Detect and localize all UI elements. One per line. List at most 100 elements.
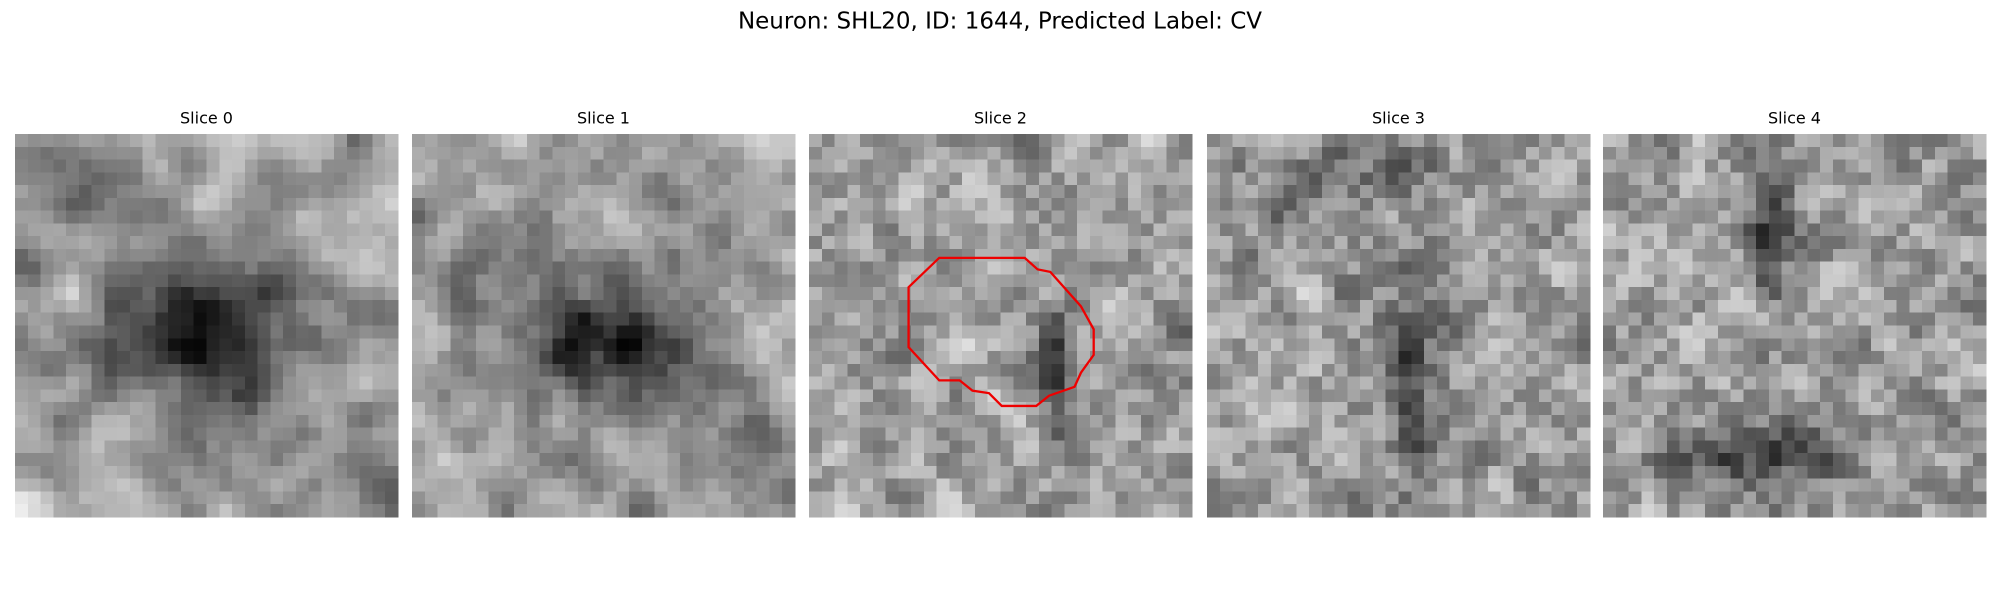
pixel	[1347, 261, 1361, 275]
pixel	[488, 134, 502, 148]
pixel	[206, 363, 220, 377]
pixel	[1475, 210, 1489, 224]
pixel	[1051, 197, 1065, 211]
pixel	[15, 325, 29, 339]
pixel	[1666, 376, 1680, 390]
pixel	[565, 287, 579, 301]
pixel	[40, 236, 54, 250]
pixel	[552, 440, 566, 454]
pixel	[78, 248, 92, 263]
pixel	[40, 440, 54, 454]
pixel	[1679, 389, 1693, 403]
pixel	[1321, 210, 1336, 224]
pixel	[1603, 210, 1617, 224]
pixel	[629, 402, 643, 416]
pixel	[1232, 504, 1246, 518]
pixel	[1858, 453, 1872, 467]
pixel	[769, 312, 783, 326]
pixel	[769, 236, 783, 250]
pixel	[654, 427, 668, 441]
pixel	[1909, 389, 1923, 403]
pixel	[834, 427, 848, 441]
pixel	[603, 261, 617, 275]
pixel	[552, 287, 566, 301]
pixel	[424, 172, 438, 186]
pixel	[974, 440, 989, 454]
pixel	[692, 325, 707, 339]
pixel	[1756, 134, 1770, 148]
pixel	[450, 389, 464, 403]
pixel	[475, 363, 489, 377]
pixel	[641, 185, 655, 199]
pixel	[565, 248, 579, 263]
pixel	[1000, 427, 1014, 441]
pixel	[283, 236, 297, 250]
pixel	[680, 223, 694, 237]
pixel	[1909, 274, 1923, 288]
pixel	[667, 299, 681, 314]
pixel	[91, 287, 105, 301]
pixel	[1615, 261, 1629, 275]
pixel	[437, 197, 451, 211]
pixel	[40, 491, 54, 505]
pixel	[641, 478, 655, 492]
pixel	[346, 146, 361, 160]
pixel	[1845, 210, 1859, 224]
pixel	[193, 465, 207, 480]
pixel	[1564, 312, 1578, 326]
pixel	[834, 248, 848, 263]
pixel	[1743, 504, 1757, 518]
pixel	[1077, 427, 1091, 441]
pixel	[1372, 427, 1387, 441]
pixel	[526, 504, 541, 518]
pixel	[1717, 299, 1732, 314]
pixel	[1038, 236, 1052, 250]
pixel	[923, 185, 938, 199]
pixel	[1654, 389, 1668, 403]
pixel	[1219, 248, 1233, 263]
pixel	[756, 376, 770, 390]
pixel	[117, 287, 131, 301]
pixel	[372, 325, 386, 339]
pixel	[526, 134, 541, 148]
pixel	[731, 402, 745, 416]
pixel	[782, 414, 796, 429]
pixel	[1347, 146, 1361, 160]
pixel	[1064, 210, 1078, 224]
pixel	[142, 159, 156, 173]
pixel	[1807, 402, 1821, 416]
pixel	[1077, 134, 1091, 148]
pixel	[847, 504, 861, 518]
pixel	[308, 159, 322, 173]
pixel	[809, 299, 823, 314]
pixel	[412, 312, 426, 326]
pixel	[129, 223, 144, 237]
pixel	[142, 491, 156, 505]
pixel	[1309, 197, 1323, 211]
pixel	[1411, 134, 1425, 148]
pixel	[782, 172, 796, 186]
pixel	[1166, 223, 1180, 237]
pixel	[616, 363, 630, 377]
pixel	[1089, 236, 1104, 250]
pixel	[53, 376, 67, 390]
pixel	[1013, 210, 1027, 224]
pixel	[1807, 376, 1821, 390]
pixel	[78, 338, 92, 352]
slice-image	[1207, 134, 1591, 518]
pixel	[1500, 465, 1514, 480]
pixel	[565, 351, 579, 365]
pixel	[1960, 414, 1974, 429]
pixel	[155, 299, 169, 314]
pixel	[501, 351, 515, 365]
pixel	[1973, 146, 1987, 160]
pixel	[1398, 185, 1412, 199]
pixel	[514, 312, 528, 326]
pixel	[308, 236, 322, 250]
pixel	[1296, 210, 1310, 224]
pixel	[1038, 414, 1052, 429]
pixel	[1258, 491, 1272, 505]
pixel	[629, 440, 643, 454]
pixel	[91, 261, 105, 275]
pixel	[1360, 402, 1374, 416]
